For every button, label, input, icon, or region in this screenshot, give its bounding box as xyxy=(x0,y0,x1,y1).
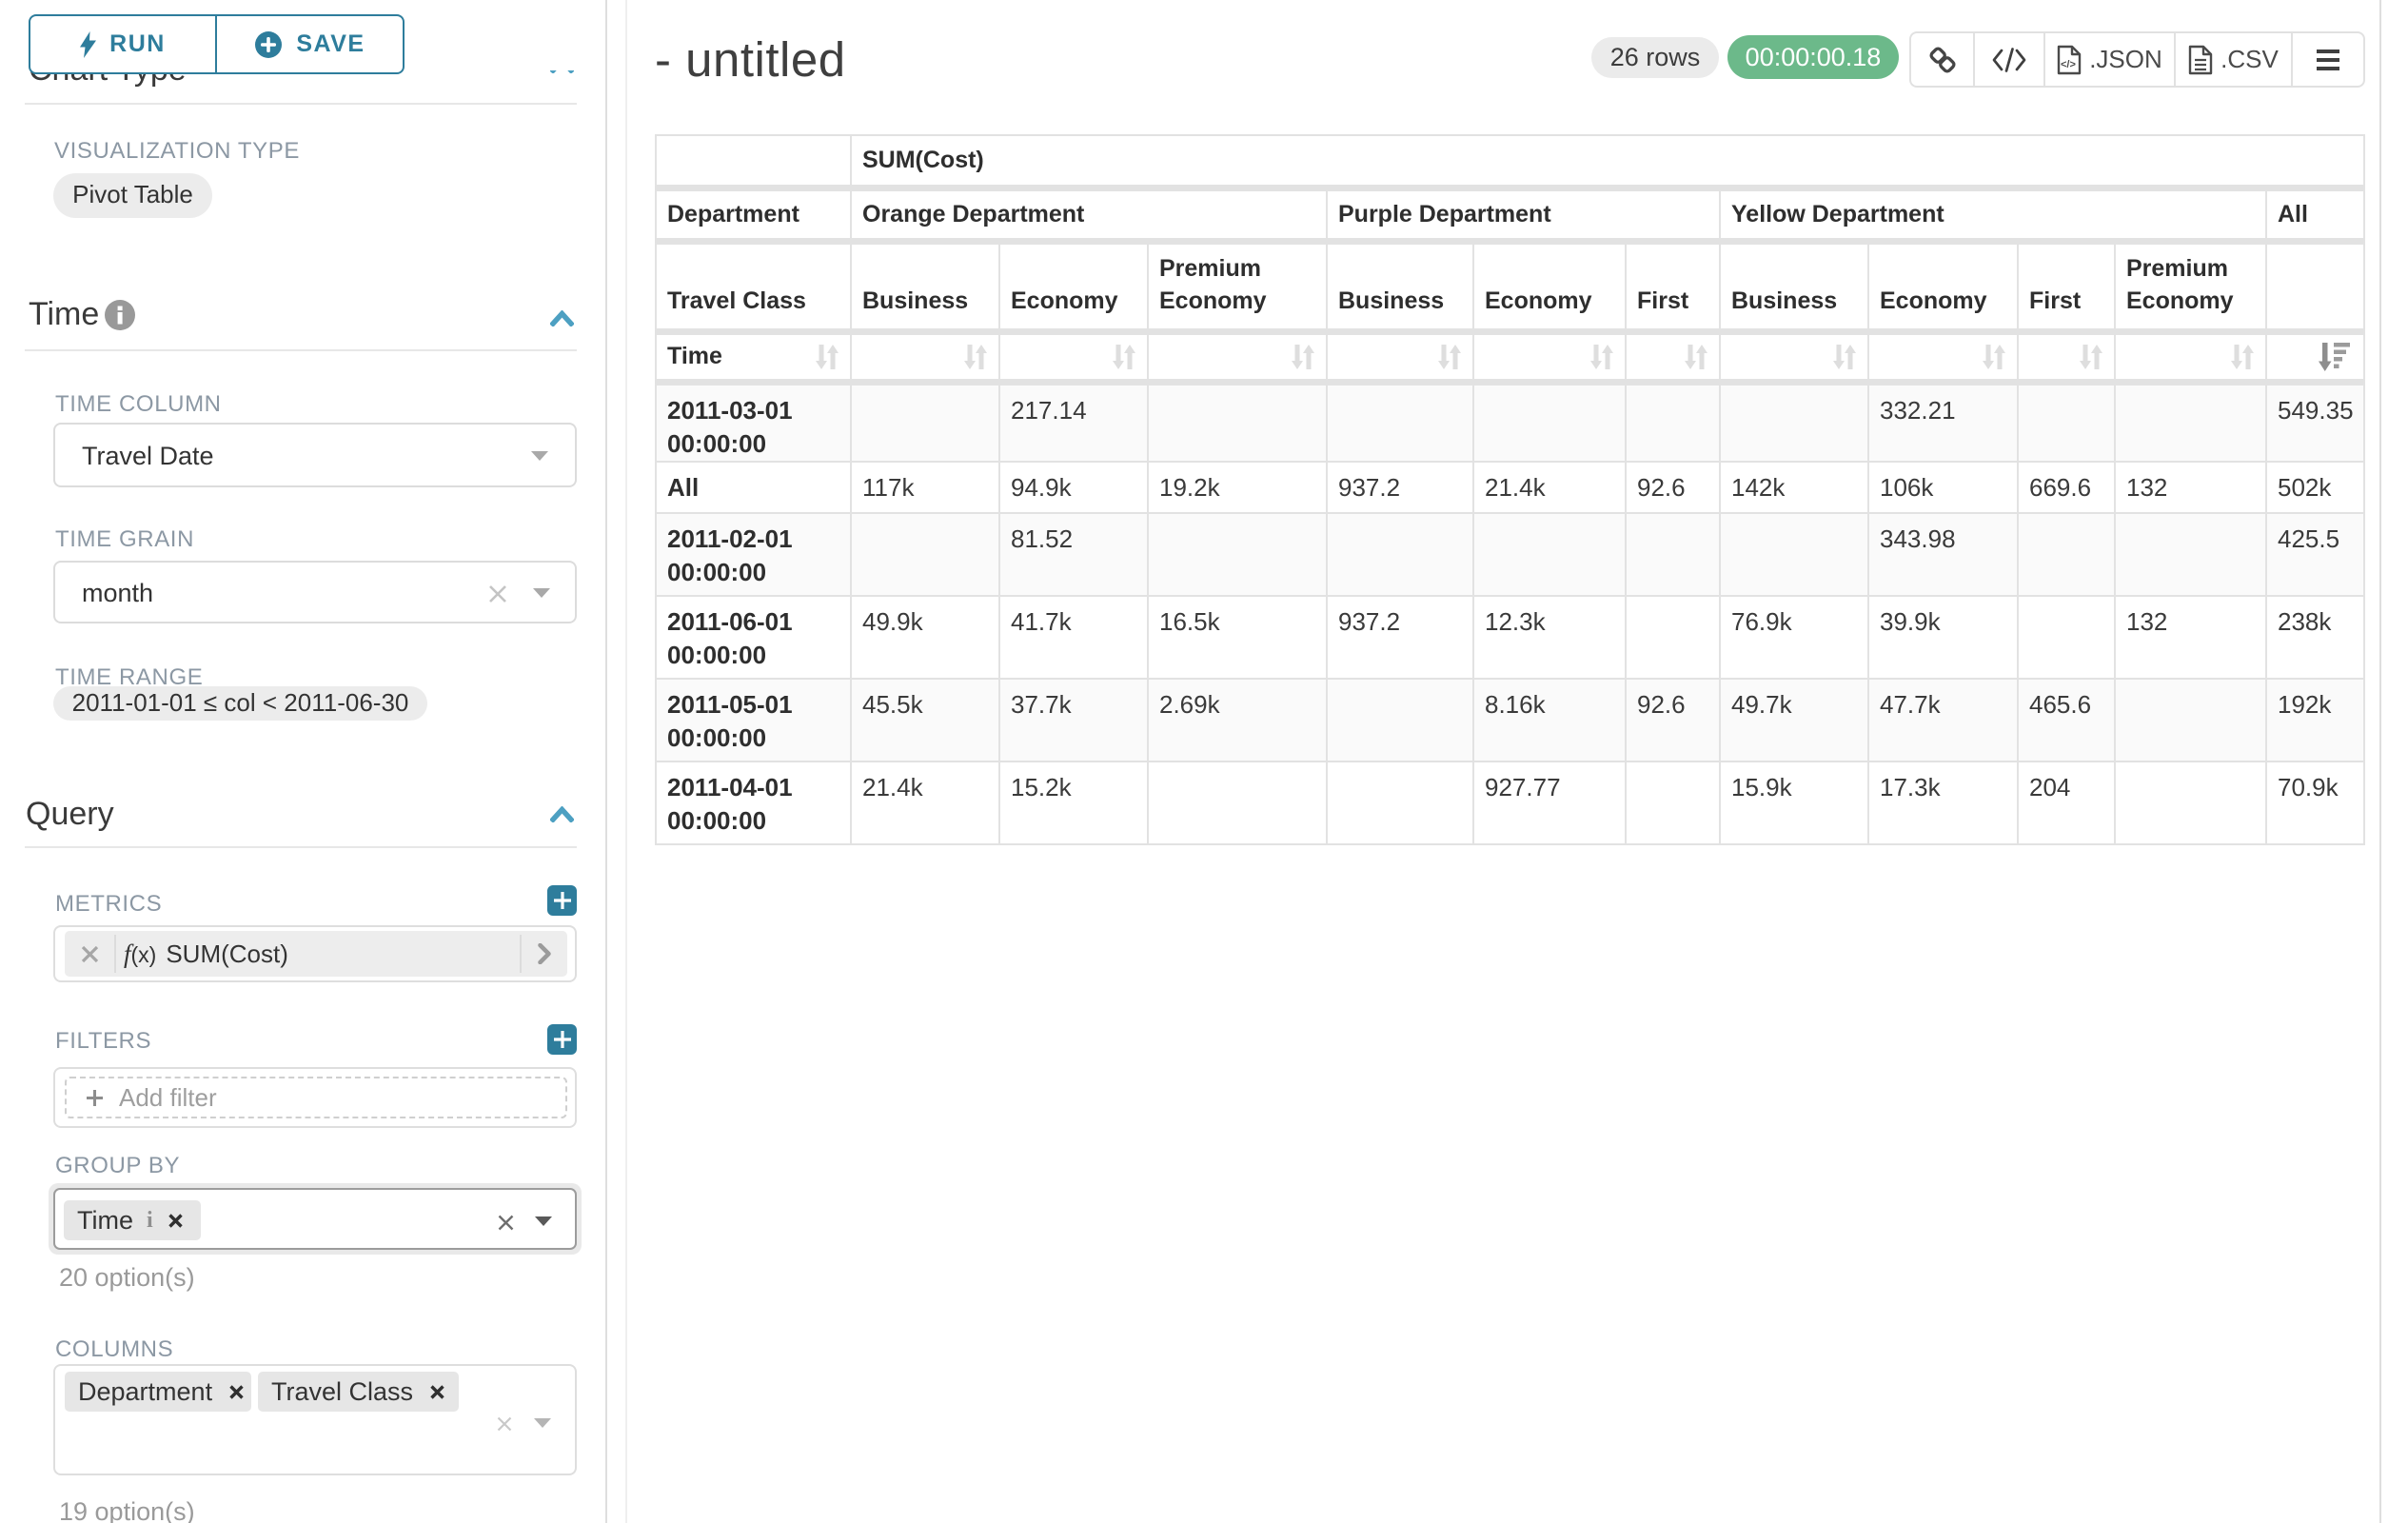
svg-text:</>: </> xyxy=(2061,59,2076,70)
